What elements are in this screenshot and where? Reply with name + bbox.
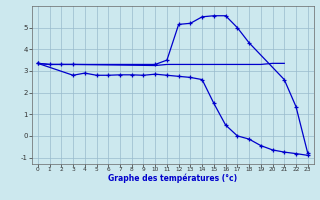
X-axis label: Graphe des températures (°c): Graphe des températures (°c) [108,174,237,183]
